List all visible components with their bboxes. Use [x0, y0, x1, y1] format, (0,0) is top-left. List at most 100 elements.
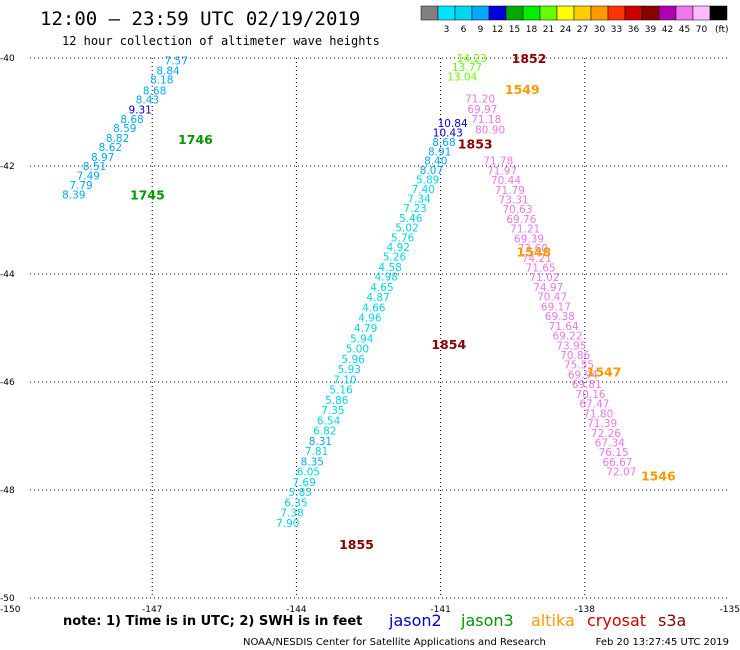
- wave-height-value: 69.22: [552, 331, 582, 343]
- wave-height-value: 71.39: [587, 418, 617, 430]
- pass-time-label: 1745: [130, 188, 165, 203]
- wave-height-value: 7.10: [333, 374, 356, 386]
- pass-time-label: 1854: [431, 337, 466, 352]
- wave-height-value: 70.63: [502, 204, 532, 216]
- wave-height-value: 7.90: [276, 518, 299, 530]
- wave-height-value: 72.26: [591, 428, 621, 440]
- colorbar-tick-label: 36: [628, 25, 640, 35]
- wave-height-value: 74.97: [533, 282, 563, 294]
- wave-height-value: 70.16: [576, 389, 606, 401]
- chart-grid: [30, 57, 729, 599]
- wave-height-value: 71.97: [487, 165, 517, 177]
- wave-height-value: 8.18: [150, 75, 173, 87]
- wave-height-value: 4.87: [366, 292, 389, 304]
- colorbar-tick-label: 30: [594, 25, 606, 35]
- colorbar-tick-label: 70: [696, 25, 708, 35]
- legend-altika: altika: [531, 611, 575, 630]
- colorbar-tick-label: 9: [478, 25, 484, 35]
- wave-height-value: 71.20: [465, 94, 495, 106]
- x-tick-label: -135: [720, 605, 740, 615]
- pass-time-label: 1549: [505, 82, 540, 97]
- pass-time-label: 1852: [512, 51, 547, 66]
- colorbar-tick-label: 6: [461, 25, 467, 35]
- wave-height-value: 7.40: [412, 184, 435, 196]
- colorbar-unit: (ft): [715, 25, 729, 35]
- wave-height-value: 7.35: [321, 405, 344, 417]
- pass-time-label: 1546: [641, 468, 676, 483]
- colorbar-tick-label: 24: [560, 25, 572, 35]
- wave-height-value: 8.91: [428, 146, 451, 158]
- wave-height-value: 70.44: [491, 175, 521, 187]
- wave-height-value: 8.84: [156, 65, 180, 77]
- wave-height-value: 5.16: [329, 385, 353, 397]
- colorbar-tick-label: 27: [577, 25, 588, 35]
- wave-height-value: 70.47: [537, 292, 567, 304]
- wave-height-value: 5.02: [395, 223, 418, 235]
- wave-height-value: 73.60: [518, 243, 548, 255]
- legend-jason3: jason3: [460, 611, 514, 630]
- wave-height-value: 5.76: [391, 232, 415, 244]
- y-tick-label: -46: [0, 378, 15, 388]
- y-tick-label: -44: [0, 270, 15, 280]
- colorbar-swatch: [590, 5, 609, 21]
- chart-title: 12:00 – 23:59 UTC 02/19/2019: [40, 8, 360, 30]
- wave-height-value: 7.38: [280, 508, 303, 520]
- wave-height-value: 80.90: [475, 124, 505, 136]
- wave-height-value: 69.81: [572, 379, 602, 391]
- wave-height-value: 5.26: [383, 252, 407, 264]
- wave-height-value: 6.82: [313, 426, 336, 438]
- wave-height-value: 74.21: [522, 253, 552, 265]
- wave-height-value: 8.07: [420, 165, 443, 177]
- colorbar-swatch: [437, 5, 456, 21]
- x-tick-label: -138: [575, 605, 596, 615]
- wave-height-value: 4.96: [358, 313, 382, 325]
- wave-height-value: 71.78: [483, 156, 513, 168]
- wave-height-value: 4.98: [375, 272, 398, 284]
- colorbar-swatch: [607, 5, 626, 21]
- x-tick-label: -141: [430, 605, 450, 615]
- wave-height-value: 67.34: [595, 437, 625, 449]
- footer-timestamp: Feb 20 13:27:45 UTC 2019: [596, 637, 729, 648]
- wave-height-value: 71.79: [495, 185, 525, 197]
- wave-height-value: 8.82: [106, 133, 129, 145]
- colorbar-swatch: [641, 5, 660, 21]
- x-tick-label: -150: [0, 605, 21, 615]
- legend-jason2: jason2: [388, 611, 442, 630]
- wave-height-value: 70.86: [560, 350, 590, 362]
- wave-height-value: 7.57: [165, 56, 188, 68]
- pass-time-label: 1746: [178, 132, 213, 147]
- colorbar-tick-label: 39: [645, 25, 657, 35]
- x-tick-label: -147: [142, 605, 162, 615]
- wave-height-value: 8.59: [113, 123, 136, 135]
- wave-height-value: 5.85: [289, 487, 312, 499]
- wave-height-value: 67.47: [579, 399, 609, 411]
- colorbar-swatch: [709, 5, 728, 21]
- wave-height-value: 7.79: [69, 180, 92, 192]
- y-tick-label: -40: [0, 54, 15, 64]
- wave-height-value: 5.86: [325, 395, 349, 407]
- colorbar-tick-label: 21: [543, 25, 554, 35]
- wave-height-value: 5.93: [338, 364, 361, 376]
- wave-height-value: 4.66: [362, 302, 386, 314]
- wave-height-labels: 7.578.848.188.688.439.318.688.598.828.62…: [62, 51, 676, 552]
- wave-height-value: 69.38: [545, 311, 575, 323]
- wave-height-value: 7.69: [292, 477, 315, 489]
- wave-height-value: 8.62: [99, 142, 122, 154]
- pass-time-label: 1855: [339, 537, 374, 552]
- wave-height-value: 13.77: [452, 62, 482, 74]
- x-tick-label: -144: [286, 605, 307, 615]
- wave-height-value: 8.43: [136, 95, 159, 107]
- colorbar-swatch: [488, 5, 507, 21]
- footer-note: note: 1) Time is in UTC; 2) SWH is in fe…: [63, 614, 362, 629]
- wave-height-value: 7.49: [77, 171, 100, 183]
- wave-height-value: 69.39: [514, 233, 544, 245]
- colorbar-tick-label: 42: [662, 25, 673, 35]
- wave-height-value: 71.21: [510, 224, 540, 236]
- wave-height-value: 8.68: [432, 137, 455, 149]
- wave-height-value: 10.43: [433, 128, 463, 140]
- colorbar-swatch: [420, 5, 439, 21]
- colorbar-swatch: [556, 5, 575, 21]
- wave-height-value: 8.97: [91, 152, 114, 164]
- wave-height-value: 8.31: [309, 436, 332, 448]
